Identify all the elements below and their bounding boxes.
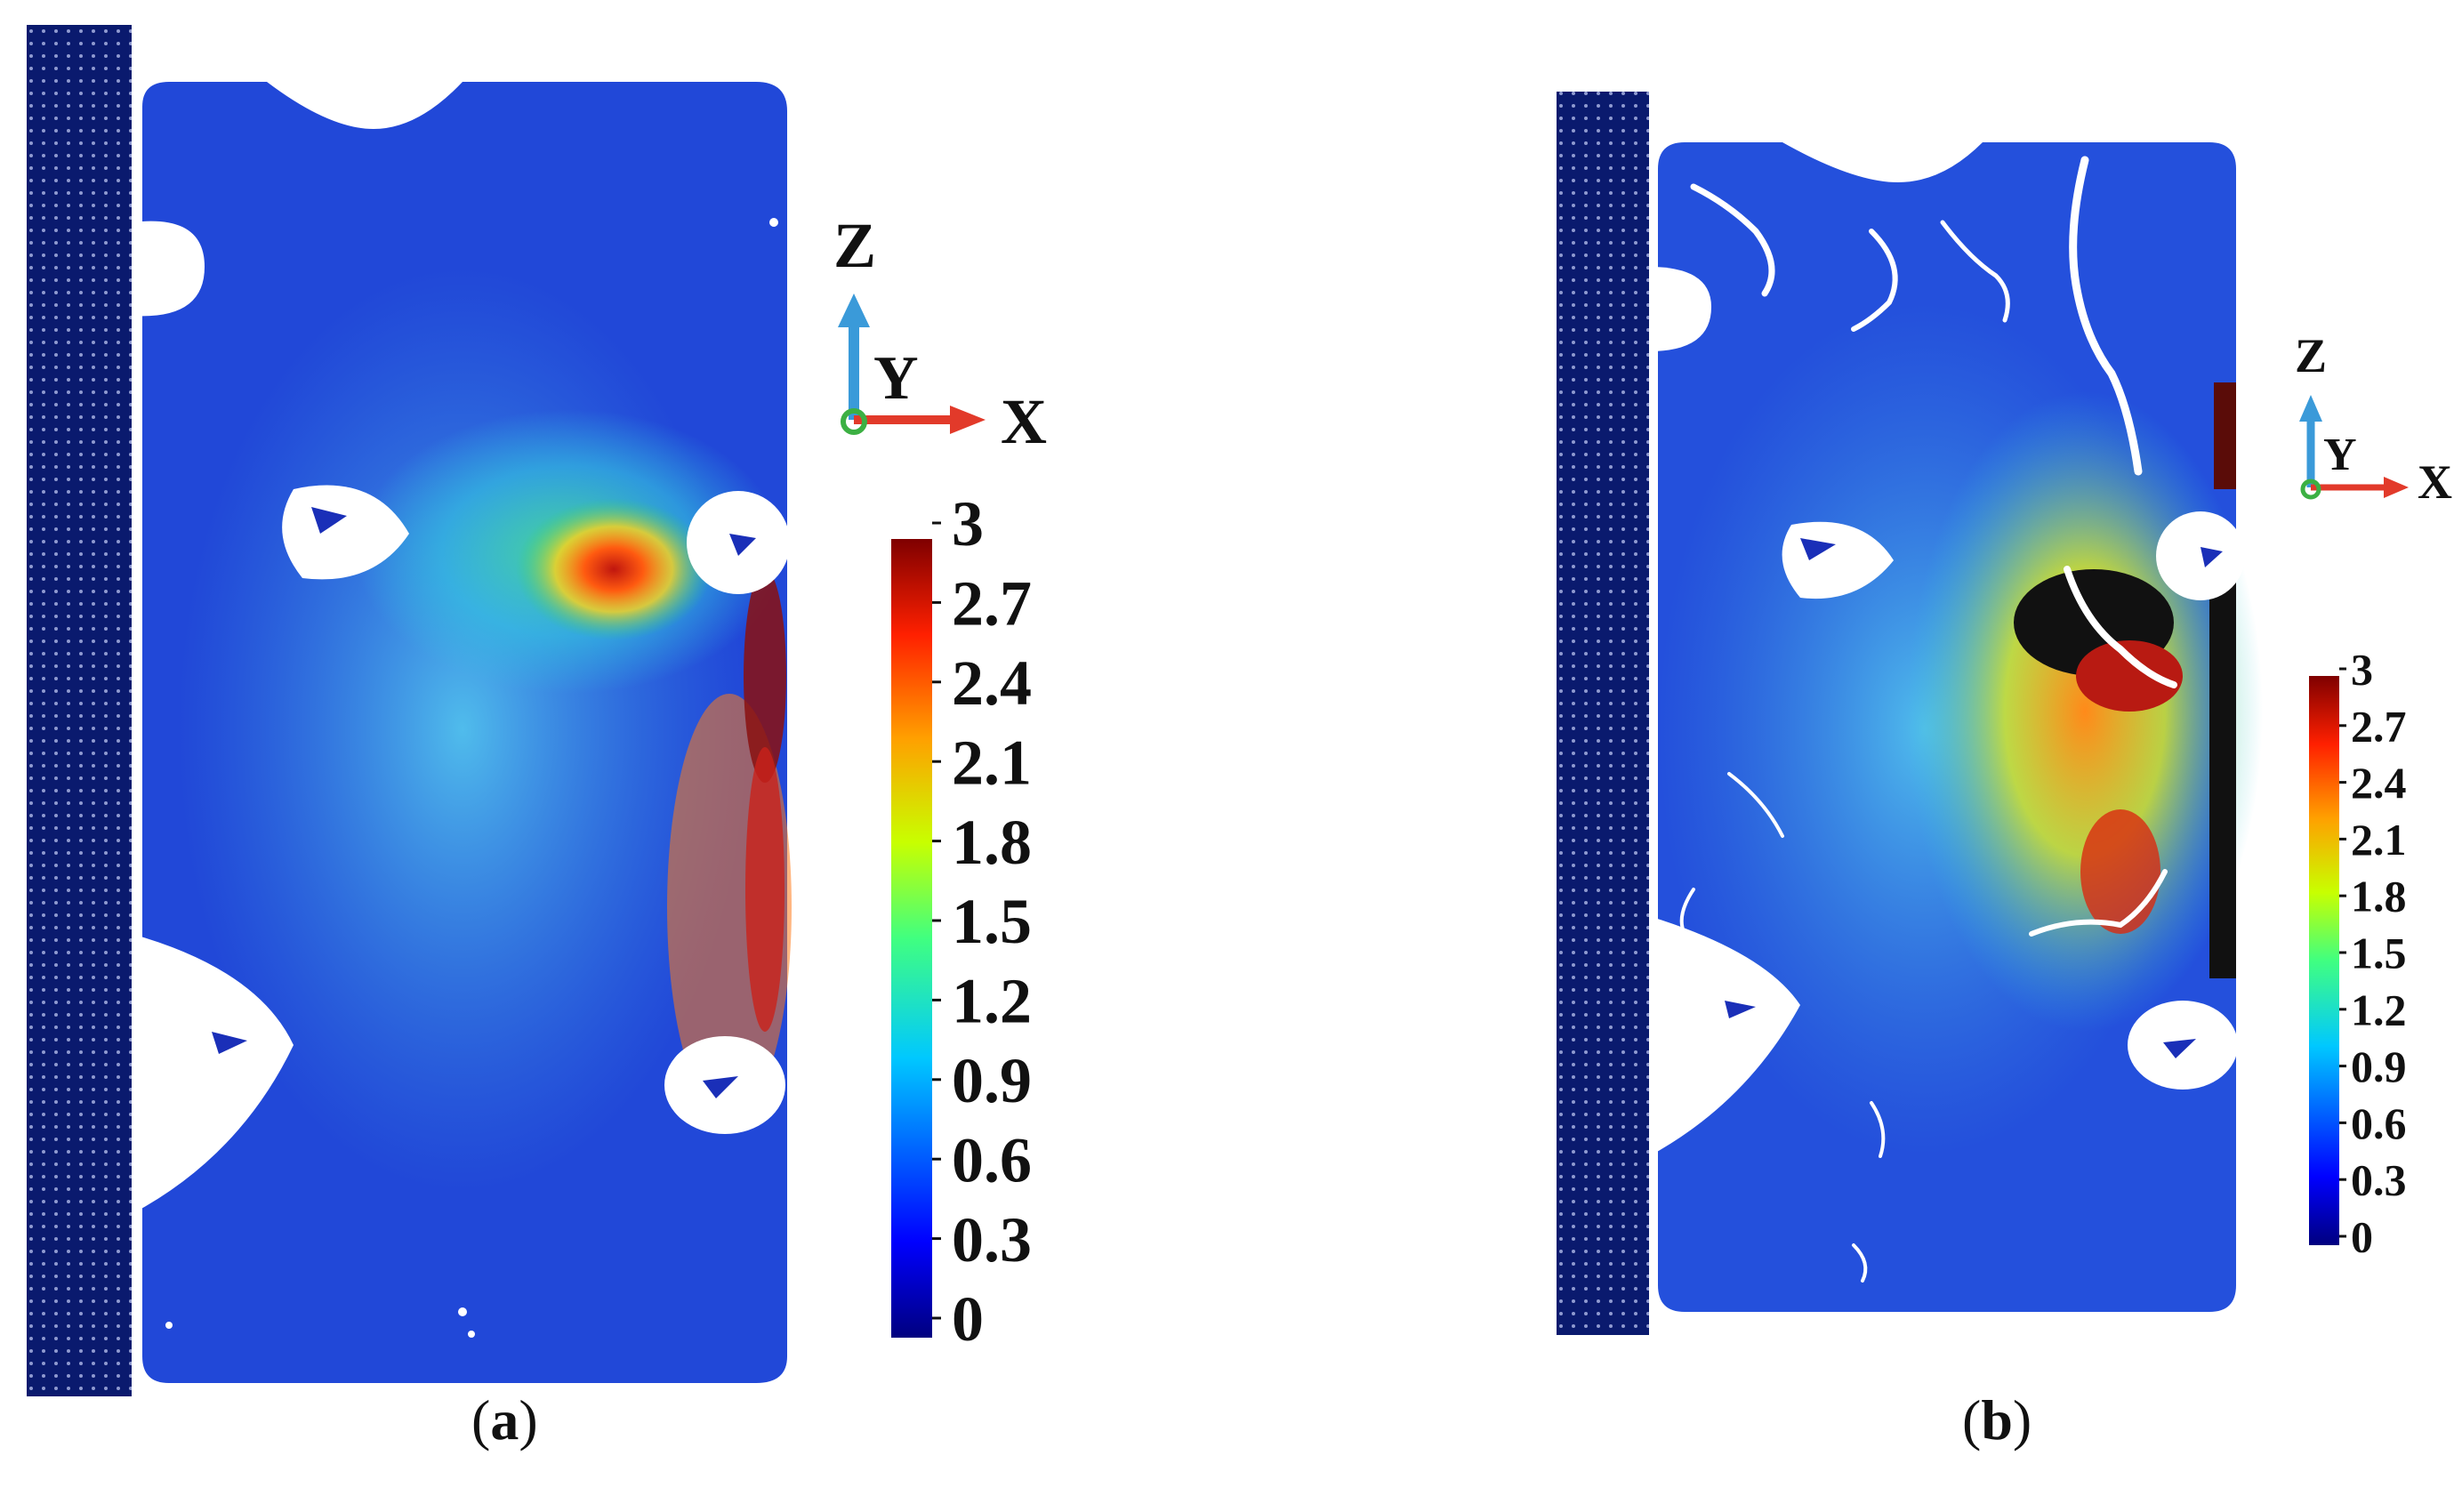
colorbar-tick-label: 1.5 (2351, 929, 2407, 978)
colorbar-tick-label: 2.4 (952, 647, 1032, 719)
colorbar-tick-label: 1.2 (952, 966, 1032, 1037)
axis-label-y: Y (2323, 430, 2357, 480)
hole-top-left (1649, 267, 1711, 351)
colorbar-tick-label: 1.8 (952, 807, 1032, 878)
colorbar-gradient (2309, 676, 2339, 1245)
axis-label-z: Z (833, 210, 876, 281)
panel-label-letter: b (1981, 1388, 2013, 1452)
wall-column (1557, 92, 1649, 1335)
x-arrow-icon (950, 406, 986, 434)
axis-origin-icon (841, 408, 867, 435)
panel-label: (b) (1962, 1388, 2032, 1452)
colorbar-tick-label: 2.4 (2351, 758, 2407, 808)
axis-label-z: Z (2295, 329, 2327, 382)
colorbar-tick-label: 0 (952, 1283, 984, 1355)
wall-column (27, 25, 132, 1396)
colorbar-tick-label: 0.9 (2351, 1042, 2407, 1091)
hole-lower-left (132, 934, 294, 1214)
colorbar-tick-label: 1.8 (2351, 872, 2407, 921)
colorbar-tick-label: 0.3 (952, 1204, 1032, 1275)
colorbar-tick-label: 0.6 (2351, 1098, 2407, 1148)
colorbar-tick-label: 3 (952, 488, 984, 559)
axis-triad: Z Y X (833, 210, 1047, 457)
colorbar: 3 2.7 2.4 2.1 1.8 1.5 1.2 0.9 0.6 0.3 0 (891, 488, 1032, 1355)
axis-triad: Z Y X (2295, 329, 2452, 509)
panel-label: (a) (471, 1388, 538, 1452)
axis-label-y: Y (873, 344, 919, 413)
colorbar-tick-label: 0.6 (952, 1124, 1032, 1195)
hole-top-left (132, 221, 205, 317)
colorbar-tick-label: 0 (2351, 1212, 2373, 1262)
colorbar-tick-label: 3 (2351, 645, 2373, 695)
colorbar: 3 2.7 2.4 2.1 1.8 1.5 1.2 0.9 0.6 0.3 0 (2309, 645, 2407, 1262)
z-arrow-icon (2299, 395, 2322, 422)
z-arrow-icon (838, 294, 870, 327)
colorbar-tick-label: 0.3 (2351, 1155, 2407, 1205)
hole-lower-left (1649, 916, 1800, 1156)
x-arrow-icon (2384, 477, 2409, 498)
colorbar-tick-label: 2.1 (952, 727, 1032, 798)
panel-label-letter: a (490, 1388, 519, 1452)
colorbar-gradient (891, 539, 932, 1338)
cracks (1679, 156, 2177, 1283)
panel-b: Z Y X 3 2.7 2.4 2.1 1.8 1.5 1.2 0.9 0.6 0.3 0 (b) (1231, 0, 2462, 1512)
panel-a-graphic: Z Y X 3 2.7 2.4 2.1 1.8 1.5 1.2 0.9 0.6 0.3 0 (27, 25, 1047, 1396)
colorbar-tick-label: 2.7 (952, 568, 1032, 639)
hole-upper-right (2156, 511, 2245, 600)
axis-label-x: X (2418, 455, 2452, 509)
colorbar-tick-label: 2.7 (2351, 701, 2407, 751)
axis-origin-icon (2300, 479, 2321, 500)
axis-label-x: X (1001, 386, 1047, 457)
colorbar-tick-label: 0.9 (952, 1045, 1032, 1116)
panel-b-graphic: Z Y X 3 2.7 2.4 2.1 1.8 1.5 1.2 0.9 0.6 0.3 0 (1557, 92, 2452, 1335)
panel-a: Z Y X 3 2.7 2.4 2.1 1.8 1.5 1.2 0.9 0.6 0.3 0 (a) (27, 25, 1047, 1452)
colorbar-tick-label: 1.2 (2351, 985, 2407, 1034)
colorbar-tick-label: 2.1 (2351, 815, 2407, 865)
colorbar-tick-label: 1.5 (952, 886, 1032, 957)
